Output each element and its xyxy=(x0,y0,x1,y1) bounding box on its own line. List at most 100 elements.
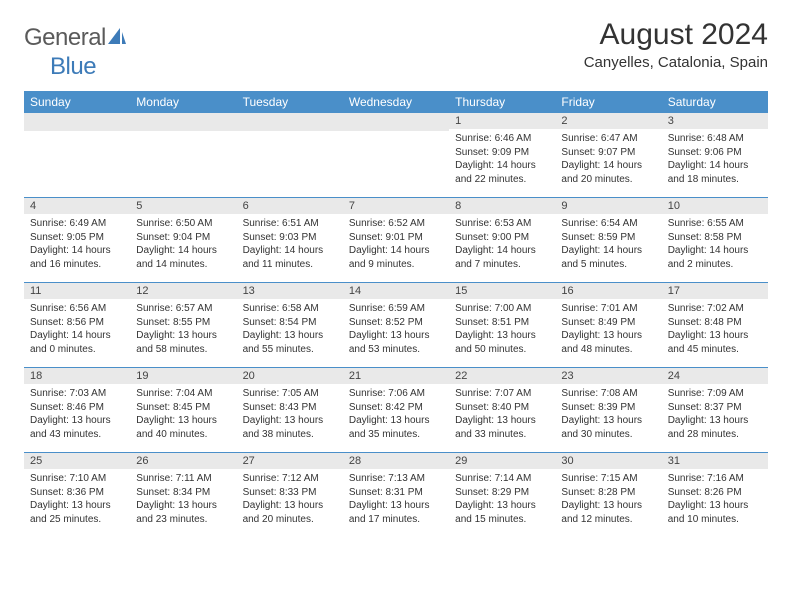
day-cell: 21Sunrise: 7:06 AMSunset: 8:42 PMDayligh… xyxy=(343,368,449,452)
detail-line: Sunset: 8:56 PM xyxy=(30,316,124,330)
detail-line: Daylight: 13 hours xyxy=(136,329,230,343)
detail-line: Daylight: 13 hours xyxy=(349,329,443,343)
day-number: 20 xyxy=(237,368,343,384)
weekday-label: Wednesday xyxy=(343,91,449,113)
detail-line: and 23 minutes. xyxy=(136,513,230,527)
detail-line: Sunset: 8:54 PM xyxy=(243,316,337,330)
detail-line: and 0 minutes. xyxy=(30,343,124,357)
detail-line: Daylight: 13 hours xyxy=(243,329,337,343)
detail-line: Daylight: 13 hours xyxy=(349,414,443,428)
detail-line: Sunset: 8:36 PM xyxy=(30,486,124,500)
detail-line: Daylight: 13 hours xyxy=(30,414,124,428)
detail-line: Sunset: 8:39 PM xyxy=(561,401,655,415)
week-row: 11Sunrise: 6:56 AMSunset: 8:56 PMDayligh… xyxy=(24,282,768,367)
day-number: 19 xyxy=(130,368,236,384)
week-row: 25Sunrise: 7:10 AMSunset: 8:36 PMDayligh… xyxy=(24,452,768,537)
detail-line: Sunset: 8:43 PM xyxy=(243,401,337,415)
day-details: Sunrise: 7:06 AMSunset: 8:42 PMDaylight:… xyxy=(343,384,449,447)
detail-line: Sunset: 8:34 PM xyxy=(136,486,230,500)
day-details: Sunrise: 6:48 AMSunset: 9:06 PMDaylight:… xyxy=(662,129,768,192)
calendar-grid: 1Sunrise: 6:46 AMSunset: 9:09 PMDaylight… xyxy=(24,113,768,537)
detail-line: Daylight: 14 hours xyxy=(561,159,655,173)
detail-line: Sunrise: 6:50 AM xyxy=(136,217,230,231)
detail-line: and 15 minutes. xyxy=(455,513,549,527)
detail-line: Sunrise: 7:00 AM xyxy=(455,302,549,316)
day-cell: 25Sunrise: 7:10 AMSunset: 8:36 PMDayligh… xyxy=(24,453,130,537)
day-number: 9 xyxy=(555,198,661,214)
detail-line: Sunset: 9:03 PM xyxy=(243,231,337,245)
detail-line: Sunset: 8:26 PM xyxy=(668,486,762,500)
day-details: Sunrise: 6:47 AMSunset: 9:07 PMDaylight:… xyxy=(555,129,661,192)
detail-line: Sunset: 9:01 PM xyxy=(349,231,443,245)
detail-line: and 5 minutes. xyxy=(561,258,655,272)
day-cell: 23Sunrise: 7:08 AMSunset: 8:39 PMDayligh… xyxy=(555,368,661,452)
weekday-label: Saturday xyxy=(662,91,768,113)
day-details: Sunrise: 6:46 AMSunset: 9:09 PMDaylight:… xyxy=(449,129,555,192)
detail-line: Sunrise: 7:03 AM xyxy=(30,387,124,401)
day-cell: 19Sunrise: 7:04 AMSunset: 8:45 PMDayligh… xyxy=(130,368,236,452)
sail-icon xyxy=(106,26,128,51)
day-number xyxy=(237,113,343,131)
detail-line: Sunrise: 6:51 AM xyxy=(243,217,337,231)
day-cell: 17Sunrise: 7:02 AMSunset: 8:48 PMDayligh… xyxy=(662,283,768,367)
detail-line: Sunset: 8:59 PM xyxy=(561,231,655,245)
day-number xyxy=(343,113,449,131)
day-cell: 15Sunrise: 7:00 AMSunset: 8:51 PMDayligh… xyxy=(449,283,555,367)
detail-line: Sunset: 8:49 PM xyxy=(561,316,655,330)
detail-line: and 10 minutes. xyxy=(668,513,762,527)
day-cell: 6Sunrise: 6:51 AMSunset: 9:03 PMDaylight… xyxy=(237,198,343,282)
detail-line: and 35 minutes. xyxy=(349,428,443,442)
day-cell: 24Sunrise: 7:09 AMSunset: 8:37 PMDayligh… xyxy=(662,368,768,452)
weekday-header: SundayMondayTuesdayWednesdayThursdayFrid… xyxy=(24,91,768,113)
day-cell: 22Sunrise: 7:07 AMSunset: 8:40 PMDayligh… xyxy=(449,368,555,452)
day-number: 23 xyxy=(555,368,661,384)
detail-line: and 18 minutes. xyxy=(668,173,762,187)
day-number: 26 xyxy=(130,453,236,469)
weekday-label: Friday xyxy=(555,91,661,113)
day-cell: 4Sunrise: 6:49 AMSunset: 9:05 PMDaylight… xyxy=(24,198,130,282)
day-details: Sunrise: 7:11 AMSunset: 8:34 PMDaylight:… xyxy=(130,469,236,532)
day-number: 7 xyxy=(343,198,449,214)
day-number: 12 xyxy=(130,283,236,299)
detail-line: and 20 minutes. xyxy=(561,173,655,187)
day-details: Sunrise: 7:04 AMSunset: 8:45 PMDaylight:… xyxy=(130,384,236,447)
detail-line: Sunset: 8:45 PM xyxy=(136,401,230,415)
day-details: Sunrise: 7:07 AMSunset: 8:40 PMDaylight:… xyxy=(449,384,555,447)
day-number: 13 xyxy=(237,283,343,299)
day-details: Sunrise: 6:56 AMSunset: 8:56 PMDaylight:… xyxy=(24,299,130,362)
detail-line: Sunset: 8:29 PM xyxy=(455,486,549,500)
detail-line: Daylight: 13 hours xyxy=(561,499,655,513)
detail-line: Sunset: 8:52 PM xyxy=(349,316,443,330)
day-number: 4 xyxy=(24,198,130,214)
day-cell: 9Sunrise: 6:54 AMSunset: 8:59 PMDaylight… xyxy=(555,198,661,282)
detail-line: and 33 minutes. xyxy=(455,428,549,442)
detail-line: Daylight: 13 hours xyxy=(136,414,230,428)
day-cell: 28Sunrise: 7:13 AMSunset: 8:31 PMDayligh… xyxy=(343,453,449,537)
day-details: Sunrise: 7:01 AMSunset: 8:49 PMDaylight:… xyxy=(555,299,661,362)
detail-line: Daylight: 13 hours xyxy=(561,414,655,428)
detail-line: Sunset: 9:09 PM xyxy=(455,146,549,160)
day-number: 17 xyxy=(662,283,768,299)
detail-line: Sunrise: 7:15 AM xyxy=(561,472,655,486)
title-block: August 2024 Canyelles, Catalonia, Spain xyxy=(584,18,768,71)
day-number: 11 xyxy=(24,283,130,299)
detail-line: Daylight: 14 hours xyxy=(349,244,443,258)
detail-line: Sunset: 8:46 PM xyxy=(30,401,124,415)
detail-line: Sunrise: 7:07 AM xyxy=(455,387,549,401)
detail-line: Sunrise: 7:16 AM xyxy=(668,472,762,486)
day-details: Sunrise: 7:08 AMSunset: 8:39 PMDaylight:… xyxy=(555,384,661,447)
day-number: 1 xyxy=(449,113,555,129)
detail-line: Sunset: 9:00 PM xyxy=(455,231,549,245)
detail-line: Daylight: 13 hours xyxy=(668,414,762,428)
detail-line: Sunrise: 7:11 AM xyxy=(136,472,230,486)
detail-line: Daylight: 13 hours xyxy=(349,499,443,513)
detail-line: and 58 minutes. xyxy=(136,343,230,357)
day-details: Sunrise: 7:15 AMSunset: 8:28 PMDaylight:… xyxy=(555,469,661,532)
day-number: 21 xyxy=(343,368,449,384)
detail-line: Daylight: 14 hours xyxy=(243,244,337,258)
day-details: Sunrise: 6:55 AMSunset: 8:58 PMDaylight:… xyxy=(662,214,768,277)
day-details: Sunrise: 7:00 AMSunset: 8:51 PMDaylight:… xyxy=(449,299,555,362)
detail-line: Sunset: 8:48 PM xyxy=(668,316,762,330)
day-number: 28 xyxy=(343,453,449,469)
detail-line: Sunset: 8:28 PM xyxy=(561,486,655,500)
